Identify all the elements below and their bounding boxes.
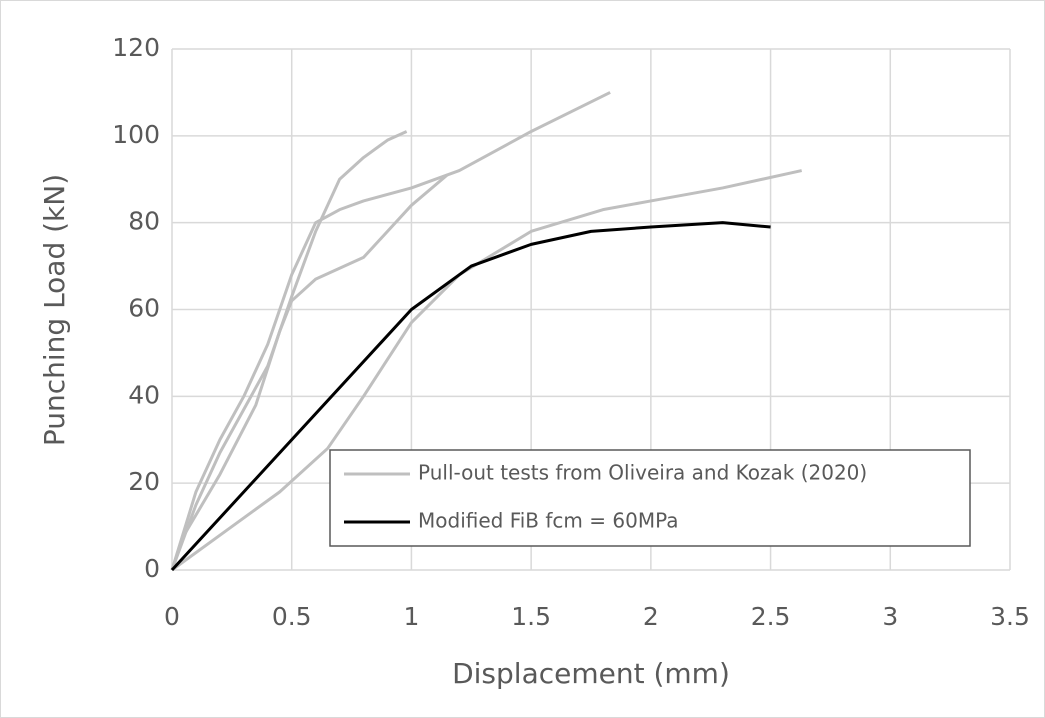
y-tick-label: 100 bbox=[112, 120, 160, 149]
x-tick-label: 3 bbox=[882, 602, 898, 631]
x-tick-label: 0.5 bbox=[272, 602, 312, 631]
x-tick-label: 0 bbox=[164, 602, 180, 631]
y-tick-label: 60 bbox=[128, 294, 160, 323]
x-tick-label: 3.5 bbox=[990, 602, 1030, 631]
y-tick-label: 40 bbox=[128, 380, 160, 409]
series-line bbox=[170, 173, 449, 571]
y-tick-label: 120 bbox=[112, 33, 160, 62]
y-axis-label: Punching Load (kN) bbox=[38, 174, 71, 446]
legend-label: Modified FiB fcm = 60MPa bbox=[418, 509, 679, 533]
x-tick-label: 1.5 bbox=[511, 602, 551, 631]
series-line bbox=[170, 130, 408, 571]
x-tick-label: 2 bbox=[643, 602, 659, 631]
y-tick-label: 20 bbox=[128, 467, 160, 496]
x-tick-label: 1 bbox=[403, 602, 419, 631]
legend-box bbox=[329, 449, 971, 547]
series-line bbox=[170, 221, 771, 572]
series-line bbox=[171, 169, 803, 572]
y-tick-label: 0 bbox=[144, 554, 160, 583]
y-tick-label: 80 bbox=[128, 207, 160, 236]
legend-label: Pull-out tests from Oliveira and Kozak (… bbox=[418, 461, 867, 485]
x-tick-label: 2.5 bbox=[751, 602, 791, 631]
series-line bbox=[170, 91, 611, 571]
x-axis-label: Displacement (mm) bbox=[452, 657, 730, 690]
